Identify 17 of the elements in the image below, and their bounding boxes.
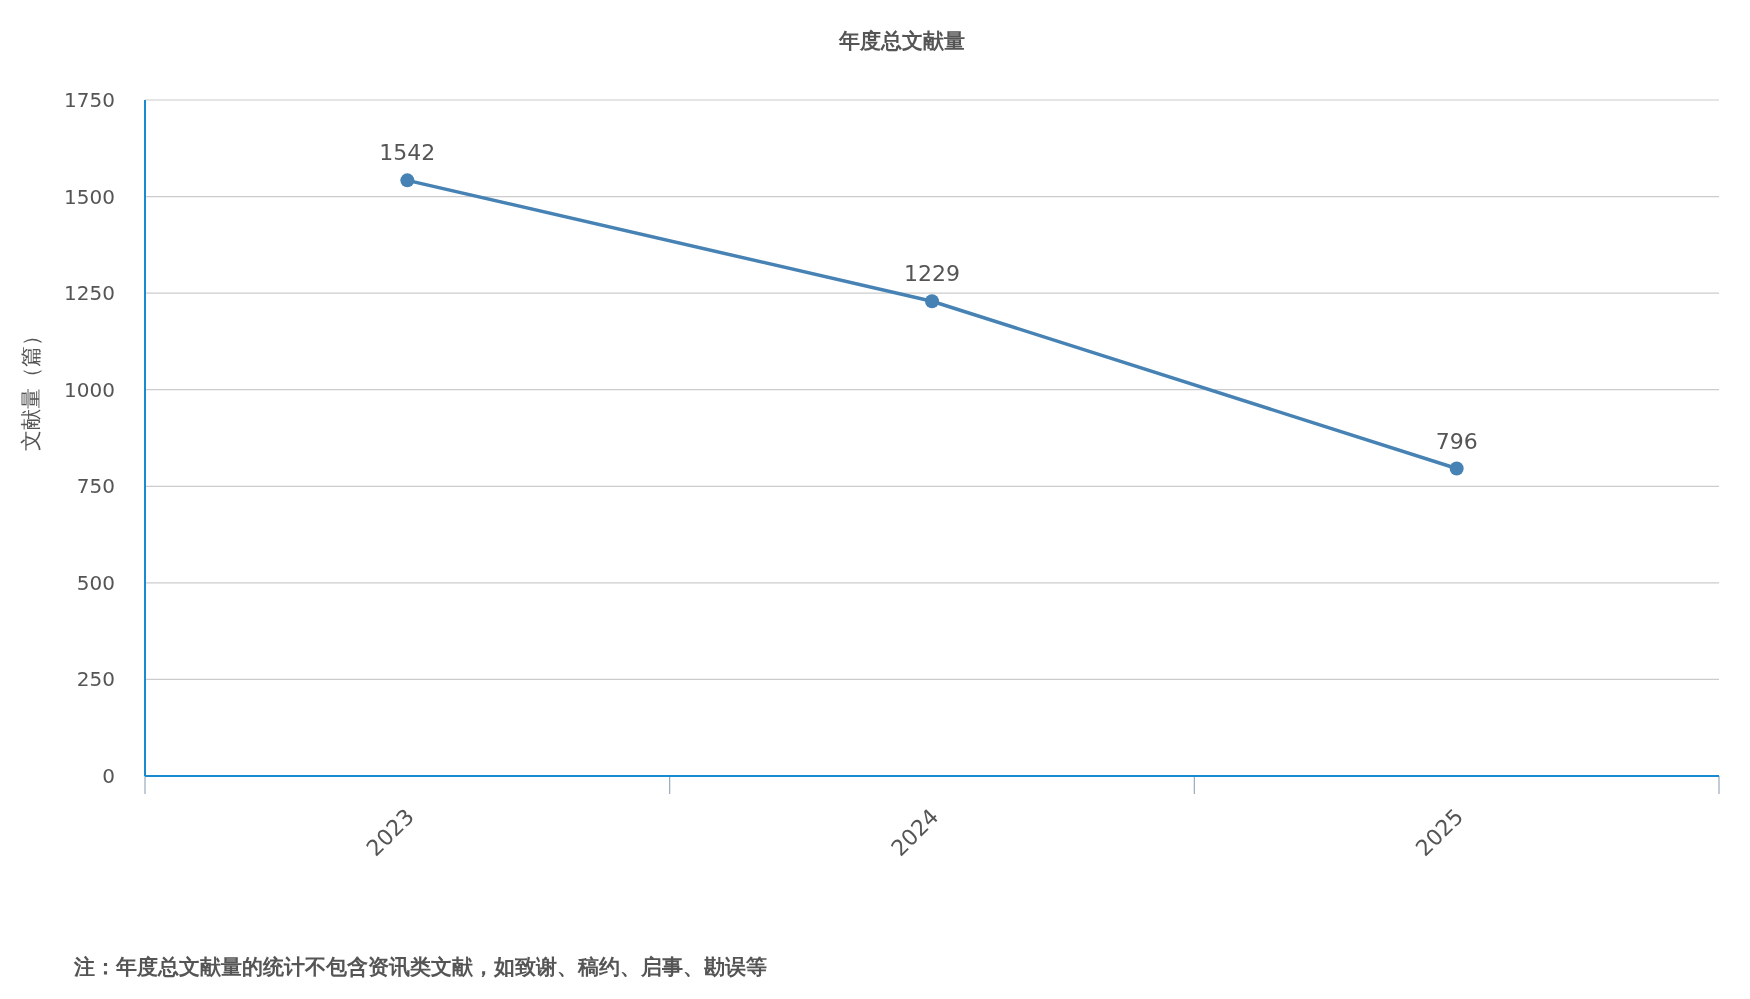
data-label: 1542	[379, 140, 436, 166]
data-label: 1229	[904, 261, 960, 287]
y-axis-title: 文献量（篇）	[19, 325, 43, 451]
y-tick-label: 1250	[64, 281, 115, 306]
y-tick-label: 1500	[64, 184, 115, 209]
data-label: 796	[1435, 428, 1478, 454]
point	[400, 173, 415, 188]
chart-title: 年度总文献量	[838, 29, 965, 53]
text: 注：年度总文献量的统计不包含资讯类文献，如致谢、稿约、启事、勘误等	[73, 955, 767, 979]
y-tick-label: 0	[102, 764, 115, 788]
y-tick-label: 1750	[64, 88, 115, 112]
point	[1449, 461, 1464, 476]
y-tick-label: 500	[76, 570, 115, 595]
y-tick-label: 1000	[64, 377, 115, 402]
y-tick-label: 750	[76, 474, 115, 499]
y-tick-label: 250	[76, 667, 115, 692]
point	[925, 294, 939, 309]
